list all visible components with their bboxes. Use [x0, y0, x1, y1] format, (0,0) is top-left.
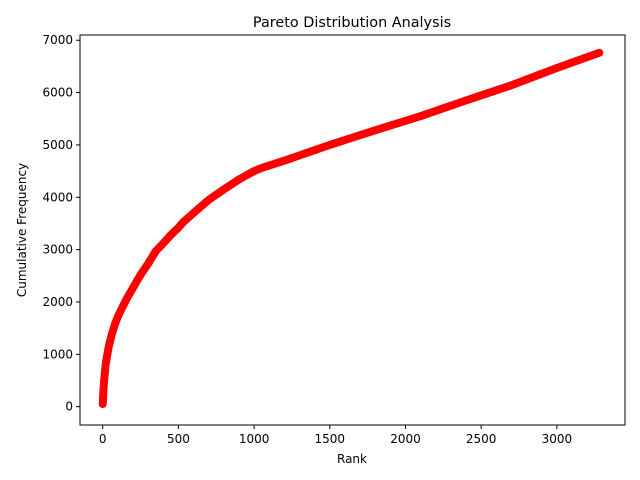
- x-tick-label: 0: [99, 432, 107, 446]
- y-tick-label: 3000: [42, 243, 73, 257]
- y-tick-label: 4000: [42, 190, 73, 204]
- y-tick-label: 6000: [42, 86, 73, 100]
- y-tick-label: 7000: [42, 33, 73, 47]
- x-tick-label: 1000: [239, 432, 270, 446]
- plot-frame: [79, 34, 626, 426]
- y-tick-label: 1000: [42, 347, 73, 361]
- chart-title: Pareto Distribution Analysis: [253, 15, 451, 31]
- y-tick-label: 5000: [42, 138, 73, 152]
- y-tick-label: 0: [65, 400, 73, 414]
- x-tick-label: 1500: [315, 432, 346, 446]
- x-axis-label: Rank: [337, 452, 367, 466]
- x-tick-label: 3000: [542, 432, 573, 446]
- y-axis-ticks: 0 1000 2000 3000 4000 5000 6000 7000: [42, 33, 80, 414]
- x-tick-label: 2500: [466, 432, 497, 446]
- x-tick-label: 2000: [390, 432, 421, 446]
- y-axis-label: Cumulative Frequency: [15, 163, 29, 297]
- scatter-points: [98, 48, 604, 409]
- y-tick-label: 2000: [42, 295, 73, 309]
- x-tick-label: 500: [167, 432, 190, 446]
- scatter-point: [595, 48, 604, 57]
- x-axis-ticks: 0 500 1000 1500 2000 2500 3000: [99, 425, 572, 446]
